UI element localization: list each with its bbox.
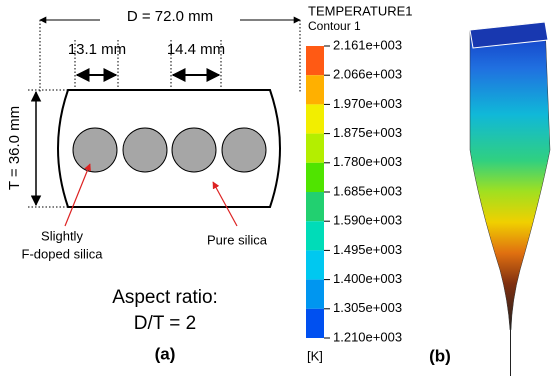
- colorbar-label: 1.685e+003: [333, 183, 402, 198]
- colorbar-band: [306, 250, 324, 279]
- colorbar-band: [306, 104, 324, 133]
- colorbar-band: [306, 221, 324, 250]
- contour-subtitle: Contour 1: [308, 19, 361, 33]
- core: [172, 128, 216, 172]
- colorbar-label: 1.970e+003: [333, 96, 402, 111]
- panel-label: (b): [429, 346, 451, 365]
- gap-label: 13.1 mm: [68, 41, 126, 58]
- colorbar-label: 2.066e+003: [333, 67, 402, 82]
- height-label: T = 36.0 mm: [6, 106, 23, 190]
- colorbar-label: 1.400e+003: [333, 271, 402, 286]
- core: [73, 128, 117, 172]
- ratio-label: D/T = 2: [134, 313, 196, 334]
- colorbar-label: 1.210e+003: [333, 329, 402, 344]
- colorbar-band: [306, 163, 324, 192]
- doped-label: F-doped silica: [22, 246, 104, 261]
- contour-title: TEMPERATURE1: [308, 3, 413, 18]
- colorbar-band: [306, 134, 324, 163]
- doped-label: Slightly: [41, 228, 83, 243]
- pure-label: Pure silica: [207, 232, 268, 247]
- panel-a: D = 72.0 mm 13.1 mm 14.4 mm T = 36.0 mm …: [6, 8, 300, 364]
- colorbar-label: 1.495e+003: [333, 242, 402, 257]
- colorbar-band: [306, 75, 324, 104]
- panel-b: TEMPERATURE1 Contour 1 [K] (b) 2.161e+00…: [306, 3, 550, 376]
- colorbar-band: [306, 280, 324, 309]
- unit-label: [K]: [307, 348, 323, 363]
- colorbar-label: 2.161e+003: [333, 37, 402, 52]
- colorbar-label: 1.590e+003: [333, 213, 402, 228]
- colorbar-label: 1.305e+003: [333, 300, 402, 315]
- colorbar-label: 1.875e+003: [333, 125, 402, 140]
- figure: D = 72.0 mm 13.1 mm 14.4 mm T = 36.0 mm …: [0, 0, 553, 376]
- preform-simulation: [470, 22, 550, 330]
- colorbar-band: [306, 46, 324, 75]
- colorbar-band: [306, 309, 324, 338]
- gap-label: 14.4 mm: [167, 41, 225, 58]
- core: [222, 128, 266, 172]
- core: [123, 128, 167, 172]
- panel-label: (a): [155, 344, 176, 363]
- colorbar-band: [306, 192, 324, 221]
- colorbar-label: 1.780e+003: [333, 154, 402, 169]
- width-label: D = 72.0 mm: [127, 8, 213, 25]
- ratio-label: Aspect ratio:: [112, 287, 218, 308]
